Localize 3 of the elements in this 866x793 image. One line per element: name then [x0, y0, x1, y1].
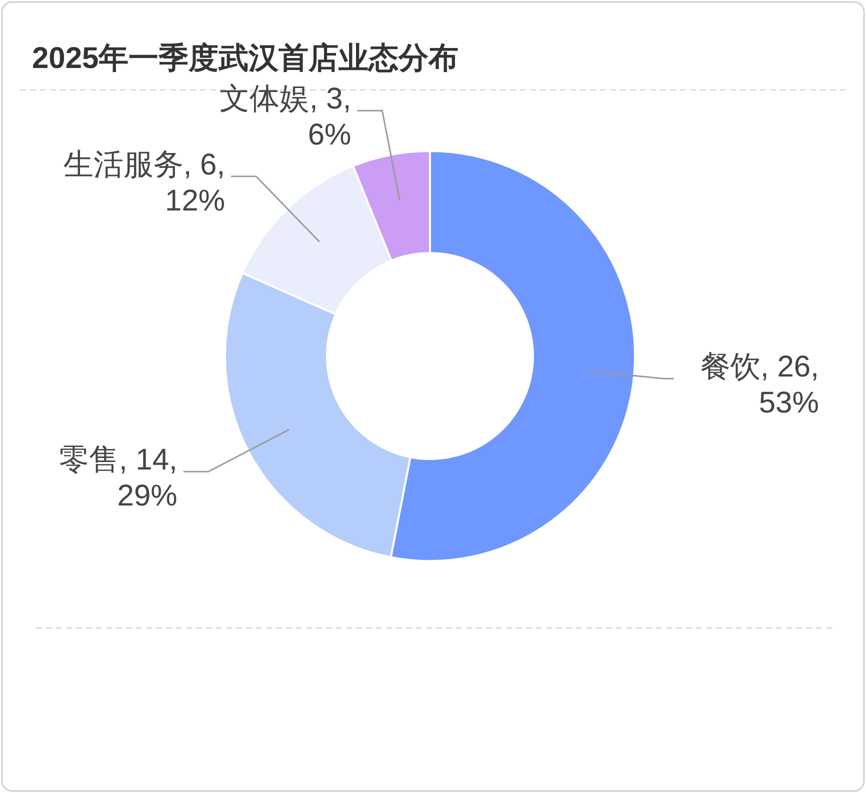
slice-label: 餐饮, 26, 53% — [700, 350, 819, 420]
slice-label: 零售, 14, 29% — [58, 444, 178, 513]
chart-title: 2025年一季度武汉首店业态分布 — [32, 41, 459, 75]
